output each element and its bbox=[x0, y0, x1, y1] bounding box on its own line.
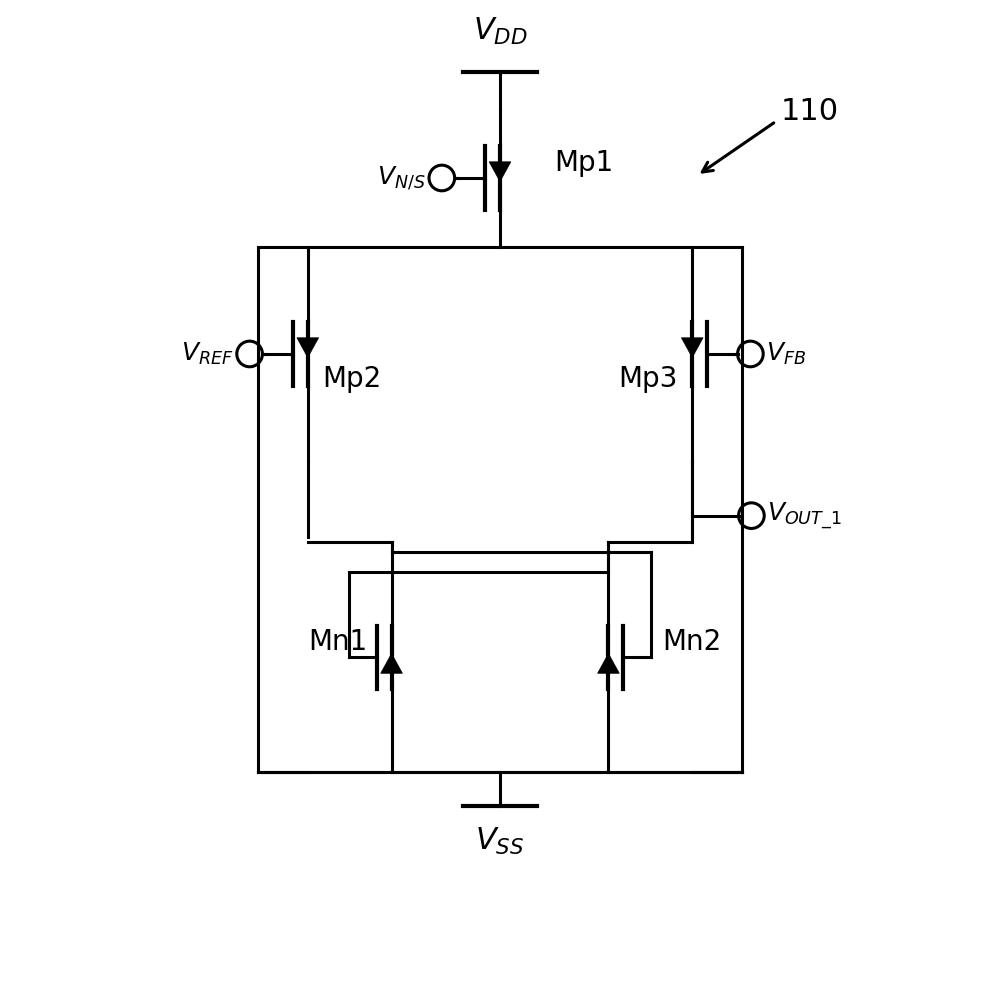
Text: Mp2: Mp2 bbox=[323, 365, 382, 392]
Text: $V_{DD}$: $V_{DD}$ bbox=[473, 17, 527, 47]
Text: $V_{FB}$: $V_{FB}$ bbox=[766, 340, 806, 367]
Text: $V_{N/S}$: $V_{N/S}$ bbox=[377, 165, 426, 191]
Text: Mp3: Mp3 bbox=[618, 365, 677, 392]
Text: $V_{SS}$: $V_{SS}$ bbox=[475, 826, 525, 857]
Text: $V_{REF}$: $V_{REF}$ bbox=[181, 340, 234, 367]
Polygon shape bbox=[297, 337, 319, 357]
Polygon shape bbox=[681, 337, 703, 357]
Text: Mn2: Mn2 bbox=[663, 628, 722, 656]
Polygon shape bbox=[598, 653, 619, 673]
Text: Mn1: Mn1 bbox=[308, 628, 367, 656]
Polygon shape bbox=[489, 162, 511, 181]
Text: 110: 110 bbox=[781, 97, 839, 126]
Text: $V_{OUT\_1}$: $V_{OUT\_1}$ bbox=[767, 500, 842, 531]
Polygon shape bbox=[381, 653, 402, 673]
Text: Mp1: Mp1 bbox=[554, 149, 613, 178]
